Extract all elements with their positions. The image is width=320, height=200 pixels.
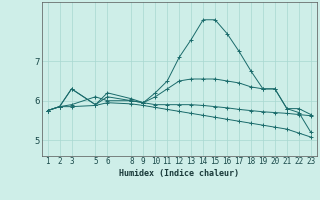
X-axis label: Humidex (Indice chaleur): Humidex (Indice chaleur) <box>119 169 239 178</box>
